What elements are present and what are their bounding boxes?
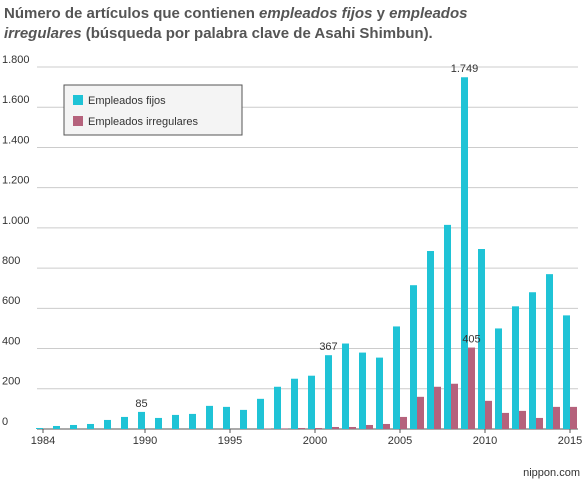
y-tick-label: 200 [2,376,20,388]
bar [349,426,356,429]
bar [332,426,339,429]
bar [342,343,349,429]
bar [121,416,128,429]
bar [570,406,577,429]
bar [298,427,305,429]
x-tick-label: 1984 [31,435,55,447]
bar [104,419,111,429]
bar [172,414,179,429]
bar [461,77,468,430]
bar [53,425,60,429]
x-tick-label: 2000 [303,435,327,447]
bar [223,406,230,429]
title-part: y [372,5,389,22]
bar [410,285,417,429]
data-label: 1.749 [451,63,479,75]
data-label: 367 [319,341,337,353]
bar [434,386,441,429]
bar [529,292,536,429]
bar [383,423,390,429]
legend-swatch [73,95,83,105]
bar [427,251,434,429]
x-tick-label: 2005 [388,435,412,447]
bar [451,383,458,429]
bar [400,416,407,429]
bar [359,352,366,429]
bar [546,274,553,429]
data-label: 85 [135,398,147,410]
y-tick-label: 1.000 [2,215,30,227]
source: nippon.com [523,467,580,479]
bar [366,424,373,429]
title-part: Número de artículos que contienen [4,5,259,22]
bar [502,412,509,429]
bar [70,424,77,429]
bar [468,347,475,429]
y-tick-label: 1.600 [2,94,30,106]
bar [478,249,485,429]
legend-label: Empleados irregulares [88,116,199,128]
bar [138,411,145,429]
title-part: empleados fijos [259,5,372,22]
bar [393,326,400,429]
bar [563,315,570,429]
y-tick-label: 0 [2,416,8,428]
y-tick-label: 400 [2,335,20,347]
bar [87,423,94,429]
legend-swatch [73,116,83,126]
y-tick-label: 1.200 [2,175,30,187]
bar [36,427,43,429]
chart-title: Número de artículos que contienen emplea… [4,5,467,22]
bar [485,400,492,429]
data-label: 405 [462,333,480,345]
bar [519,410,526,429]
bar [417,396,424,429]
y-tick-label: 1.800 [2,54,30,66]
bar [495,328,502,429]
bar [553,406,560,429]
title-part: (búsqueda por palabra clave de Asahi Shi… [82,25,433,42]
legend-box [63,84,243,136]
bar [240,409,247,429]
title-part: irregulares [4,25,82,42]
x-tick-label: 2010 [473,435,497,447]
chart-title: irregulares (búsqueda por palabra clave … [4,25,433,42]
bar [325,355,332,429]
y-tick-label: 1.400 [2,134,30,146]
bar [376,357,383,429]
y-tick-label: 800 [2,255,20,267]
bar [257,398,264,429]
bar [536,417,543,429]
legend-label: Empleados fijos [88,95,166,107]
bar [444,224,451,429]
bar [315,427,322,429]
bar [155,417,162,429]
x-tick-label: 1995 [218,435,242,447]
bar [512,306,519,429]
bar [281,428,288,429]
x-tick-label: 2015 [558,435,582,447]
bar [206,405,213,429]
x-tick-label: 1990 [133,435,157,447]
bar [291,378,298,429]
bar [189,413,196,429]
bar [308,375,315,429]
y-tick-label: 600 [2,295,20,307]
bar [274,386,281,429]
title-part: empleados [389,5,467,22]
